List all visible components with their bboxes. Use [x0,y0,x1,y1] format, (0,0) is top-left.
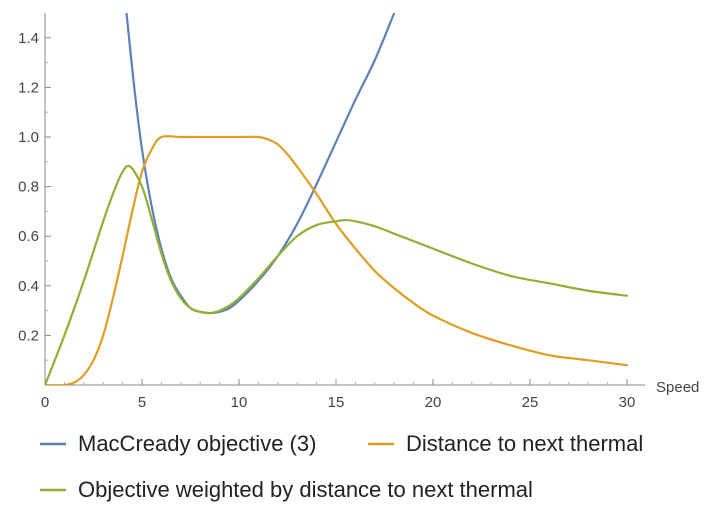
x-tick-label: 25 [522,394,539,411]
weighted-objective-line [45,164,629,385]
legend-label: MacCready objective (3) [78,431,316,456]
legend-label: Objective weighted by distance to next t… [78,477,533,502]
y-tick-label: 0.2 [18,327,39,344]
legend-item: Distance to next thermal [368,431,643,456]
y-tick-label: 0.4 [18,278,39,295]
x-axis-title: Speed [656,379,699,396]
legend: MacCready objective (3) Distance to next … [40,431,643,502]
distance-to-next-thermal-line [45,134,629,385]
y-tick-label: 1.2 [18,79,39,96]
x-tick-label: 30 [619,394,636,411]
axes: 0 5 10 15 20 25 30 0.2 0.4 0.6 0.8 1.0 1.2 1.4 Speed [18,13,699,411]
legend-item: Objective weighted by distance to next t… [40,477,533,502]
y-tick-label: 1.4 [18,30,39,47]
y-tick-label: 0.6 [18,228,39,245]
x-tick-label: 0 [41,394,49,411]
x-tick-label: 5 [138,394,146,411]
y-tick-label: 0.8 [18,179,39,196]
y-tick-label: 1.0 [18,129,39,146]
series-layer [45,13,629,385]
maccready-objective-line [125,13,396,315]
x-tick-label: 20 [425,394,442,411]
legend-item: MacCready objective (3) [40,431,316,456]
x-tick-label: 10 [231,394,248,411]
x-tick-label: 15 [328,394,345,411]
legend-label: Distance to next thermal [406,431,643,456]
